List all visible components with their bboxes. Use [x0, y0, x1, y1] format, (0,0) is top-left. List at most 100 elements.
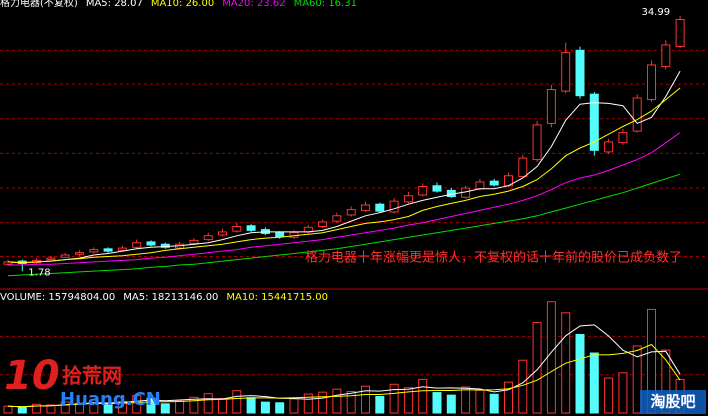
volume-bar	[589, 352, 599, 414]
candle-body	[489, 180, 499, 186]
volume-bar	[89, 399, 99, 414]
volume-bar	[389, 383, 399, 414]
candle-body	[160, 243, 170, 248]
candle-body	[361, 204, 370, 211]
legend-entry: MA10: 15441715.00	[226, 292, 328, 303]
candle-body	[332, 215, 342, 222]
high-label: 34.99	[641, 7, 670, 18]
candle-body	[561, 52, 571, 92]
volume-bar	[403, 387, 413, 414]
volume-bar	[432, 392, 442, 414]
candle-body	[218, 231, 227, 236]
volume-bar	[303, 393, 313, 414]
ma-line	[7, 70, 681, 264]
candle-body	[117, 247, 127, 251]
candle-body	[146, 241, 156, 246]
volume-bar	[361, 385, 370, 414]
volume-bar	[346, 391, 356, 414]
volume-bar	[604, 377, 614, 414]
volume-bar	[160, 403, 170, 414]
legend-entry: MA60: 16.31	[294, 0, 357, 9]
ma-line	[7, 87, 681, 264]
candle-body	[189, 239, 199, 244]
legend-entry: MA5: 18213146.00	[123, 292, 218, 303]
watermark-forum: 淘股吧	[649, 393, 695, 411]
candle-body	[403, 195, 413, 203]
candle-body	[232, 226, 242, 232]
ma-line	[7, 343, 681, 408]
volume-bar	[17, 406, 27, 414]
volume-bar	[632, 345, 642, 414]
watermark: 10 拾荒网 Huang.CN 淘股吧	[4, 353, 706, 414]
legend-entry: MA10: 26.00	[151, 0, 214, 9]
candle-body	[618, 132, 628, 144]
candle-body	[103, 248, 113, 252]
volume-bar	[218, 398, 227, 414]
volume-bar	[318, 391, 328, 414]
volume-bar	[446, 394, 456, 414]
candle-body	[389, 200, 399, 213]
volume-bar	[146, 397, 156, 414]
candle-body	[532, 124, 542, 161]
volume-bar	[203, 393, 213, 414]
volume-bar	[260, 401, 270, 414]
candle-body	[132, 242, 142, 248]
legend-entry: MA20: 23.62	[222, 0, 285, 9]
volume-bar	[375, 395, 385, 414]
volume-bar	[289, 398, 299, 414]
watermark-domain: Huang.CN	[60, 389, 161, 410]
candle-body	[346, 209, 356, 216]
ma-line	[7, 173, 681, 277]
volume-bar	[117, 401, 127, 414]
volume-bar	[175, 400, 185, 414]
candle-body	[675, 19, 685, 47]
volume-bar	[232, 390, 242, 414]
volume-bar	[546, 301, 556, 414]
candle-body	[632, 97, 642, 132]
candle-body	[475, 181, 485, 190]
volume-bar	[575, 334, 585, 414]
volume-bar	[475, 389, 485, 414]
volume-bar	[618, 372, 628, 414]
ma-line	[7, 324, 681, 408]
legend-entry: 格力电器(不复权)	[0, 0, 78, 9]
candle-body	[46, 257, 56, 261]
candle-body	[60, 254, 70, 258]
volume-bar	[504, 381, 513, 414]
volume-bar	[3, 405, 13, 414]
ma-line	[8, 132, 681, 266]
watermark-site: 拾荒网	[62, 364, 122, 388]
candle-body	[546, 89, 556, 124]
volume-bar	[275, 402, 285, 414]
watermark-badge	[640, 390, 706, 414]
candle-body	[89, 249, 99, 253]
annotation: 格力电器十年涨幅更是惊人，不复权的话十年前的股价已成负数了	[305, 250, 682, 266]
volume-bar	[532, 321, 542, 414]
candle-body	[75, 252, 84, 255]
candle-body	[647, 64, 656, 101]
candle-body	[575, 49, 585, 97]
candle-body	[518, 157, 528, 178]
candle-body	[589, 93, 599, 151]
volume-bar	[189, 396, 199, 414]
candle-body	[318, 221, 328, 228]
candle-body	[246, 225, 256, 231]
watermark-logo: 10	[4, 353, 60, 399]
volume-bar	[518, 359, 528, 414]
candle-body	[203, 235, 213, 241]
candle-body	[275, 232, 285, 238]
legend-entry: MA5: 28.07	[86, 0, 143, 9]
candle-body	[418, 186, 428, 196]
legend-entry: VOLUME: 15794804.00	[0, 292, 115, 303]
volume-bar	[246, 397, 256, 414]
candle-body	[661, 44, 671, 67]
candle-body	[432, 185, 442, 192]
volume-bar	[32, 403, 42, 414]
low-label: 1.78	[28, 267, 50, 278]
volume-bar	[461, 386, 471, 414]
volume-bar	[75, 402, 84, 414]
candle-body	[604, 141, 614, 153]
candle-body	[375, 203, 385, 212]
volume-bar	[132, 395, 142, 414]
